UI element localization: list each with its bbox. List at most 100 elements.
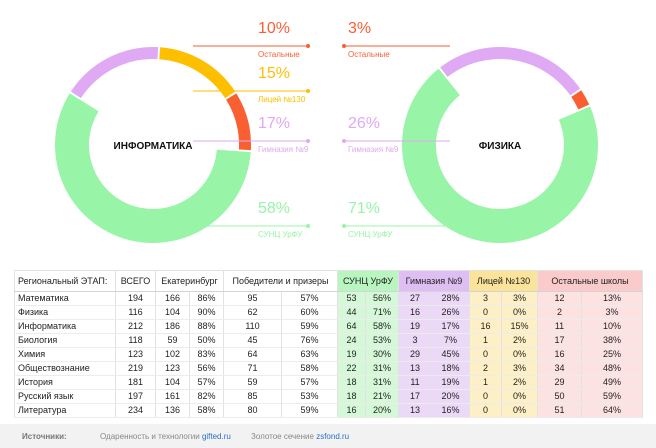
- value-cell: 0%: [500, 403, 538, 418]
- source-2-link[interactable]: zsfond.ru: [316, 432, 350, 441]
- value-cell: 21%: [365, 389, 399, 404]
- value-cell: 186: [155, 319, 190, 334]
- value-cell: 234: [115, 403, 156, 418]
- value-cell: 219: [115, 361, 156, 376]
- subject-cell: Биология: [14, 333, 116, 348]
- value-cell: 80: [223, 403, 282, 418]
- table-row: Математика 194 166 86% 95 57% 53 56% 27 28% 3 3% 12 1…: [14, 291, 643, 306]
- value-cell: 2: [469, 361, 502, 376]
- donut-slice: [571, 90, 590, 110]
- header-stage: Региональный ЭТАП:: [14, 270, 116, 292]
- slice-percent-label: 3%: [348, 20, 371, 37]
- value-cell: 64%: [581, 403, 643, 418]
- value-cell: 26%: [431, 305, 470, 320]
- leader-dot: [306, 44, 310, 48]
- value-cell: 123: [115, 347, 156, 362]
- value-cell: 2: [537, 305, 582, 320]
- donut-slice: [54, 93, 251, 243]
- slice-percent-label: 26%: [348, 115, 380, 132]
- value-cell: 27: [398, 291, 432, 306]
- value-cell: 19: [337, 347, 366, 362]
- source-1: Одаренность и технологии gifted.ru: [100, 432, 231, 441]
- value-cell: 3%: [581, 305, 643, 320]
- leader-dot: [306, 224, 310, 228]
- donut-slice: [440, 47, 581, 96]
- table-row: Литература 234 136 58% 80 59% 16 20% 13 16% 0 0% 51 6…: [14, 403, 643, 418]
- value-cell: 64: [337, 319, 366, 334]
- value-cell: 19: [398, 319, 432, 334]
- value-cell: 59: [223, 375, 282, 390]
- value-cell: 3%: [500, 291, 538, 306]
- table-body: Математика 194 166 86% 95 57% 53 56% 27 28% 3 3% 12 1…: [14, 291, 643, 418]
- slice-percent-label: 58%: [258, 200, 290, 217]
- value-cell: 0: [469, 389, 502, 404]
- leader-dot: [342, 44, 346, 48]
- value-cell: 22: [337, 361, 366, 376]
- table-row: Русский язык 197 161 82% 85 53% 18 21% 17 20% 0 0% 5…: [14, 389, 643, 404]
- value-cell: 57%: [189, 375, 224, 390]
- value-cell: 11: [537, 319, 582, 334]
- value-cell: 123: [155, 361, 190, 376]
- value-cell: 82%: [189, 389, 224, 404]
- value-cell: 3: [398, 333, 432, 348]
- sources-label: Источники:: [22, 432, 67, 441]
- value-cell: 58%: [281, 361, 338, 376]
- value-cell: 53%: [281, 389, 338, 404]
- value-cell: 15%: [500, 319, 538, 334]
- value-cell: 16: [337, 403, 366, 418]
- value-cell: 71%: [365, 305, 399, 320]
- value-cell: 0%: [500, 389, 538, 404]
- value-cell: 16: [469, 319, 502, 334]
- header-suntc: СУНЦ УрФУ: [337, 270, 399, 292]
- table-row: Биология 118 59 50% 45 76% 24 53% 3 7% 1 2% 17 38%: [14, 333, 643, 348]
- value-cell: 102: [155, 347, 190, 362]
- value-cell: 20%: [365, 403, 399, 418]
- value-cell: 51: [537, 403, 582, 418]
- value-cell: 18: [337, 389, 366, 404]
- table-row: Обществознание 219 123 56% 71 58% 22 31% 13 18% 2 3…: [14, 361, 643, 376]
- value-cell: 83%: [189, 347, 224, 362]
- value-cell: 31%: [365, 375, 399, 390]
- value-cell: 59%: [581, 389, 643, 404]
- value-cell: 59: [155, 333, 190, 348]
- leader-dot: [306, 89, 310, 93]
- source-1-text: Одаренность и технологии: [100, 432, 200, 441]
- value-cell: 194: [115, 291, 156, 306]
- value-cell: 1: [469, 375, 502, 390]
- value-cell: 95: [223, 291, 282, 306]
- subject-cell: История: [14, 375, 116, 390]
- value-cell: 38%: [581, 333, 643, 348]
- value-cell: 25%: [581, 347, 643, 362]
- value-cell: 1: [469, 333, 502, 348]
- value-cell: 17%: [431, 319, 470, 334]
- value-cell: 29: [537, 375, 582, 390]
- value-cell: 59%: [281, 319, 338, 334]
- donut-charts: ИНФОРМАТИКА 58% СУНЦ УрФУ 17% Гимназия №9 15%…: [54, 20, 598, 244]
- value-cell: 3: [469, 291, 502, 306]
- value-cell: 63%: [281, 347, 338, 362]
- source-1-link[interactable]: gifted.ru: [201, 432, 231, 441]
- slice-name-label: СУНЦ УрФУ: [348, 230, 393, 239]
- slice-percent-label: 10%: [258, 20, 290, 37]
- value-cell: 17: [537, 333, 582, 348]
- value-cell: 85: [223, 389, 282, 404]
- value-cell: 7%: [431, 333, 470, 348]
- subject-cell: Русский язык: [14, 389, 116, 404]
- value-cell: 2%: [500, 333, 538, 348]
- value-cell: 48%: [581, 361, 643, 376]
- subject-cell: Информатика: [14, 319, 116, 334]
- value-cell: 3%: [500, 361, 538, 376]
- slice-percent-label: 71%: [348, 200, 380, 217]
- value-cell: 13: [398, 403, 432, 418]
- value-cell: 136: [155, 403, 190, 418]
- value-cell: 64: [223, 347, 282, 362]
- leader-dot: [342, 139, 346, 143]
- header-ekaterinburg: Екатеринбург: [155, 270, 224, 292]
- physics-donut: ФИЗИКА 71% СУНЦ УрФУ 26% Гимназия №9 3% Осталь…: [342, 20, 598, 244]
- donut-slice: [159, 47, 236, 99]
- source-2: Золотое сечение zsfond.ru: [251, 432, 349, 441]
- value-cell: 90%: [189, 305, 224, 320]
- donut-slice: [70, 46, 159, 99]
- charts-area: ИНФОРМАТИКА 58% СУНЦ УрФУ 17% Гимназия №9 15%…: [54, 20, 598, 244]
- value-cell: 28%: [431, 291, 470, 306]
